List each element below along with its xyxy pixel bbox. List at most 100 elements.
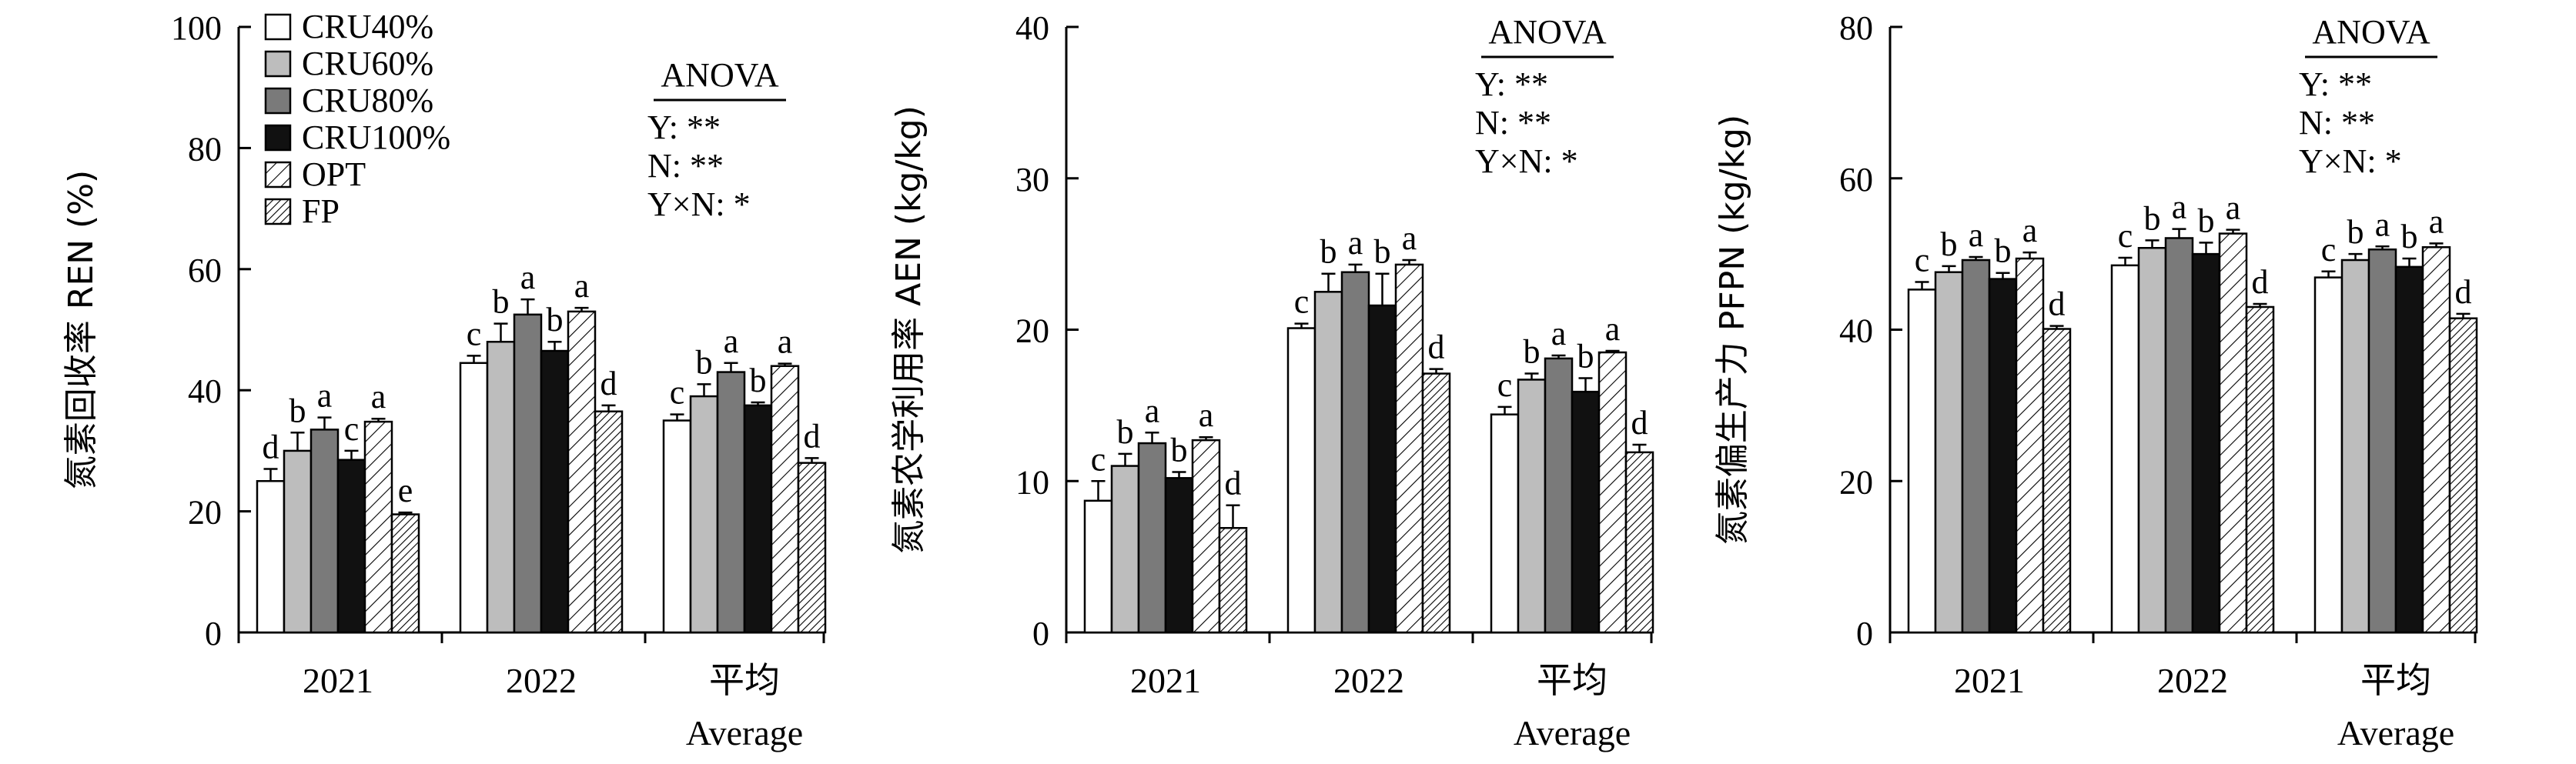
y-axis-label: 氮素农学利用率 AEN (kg/kg) [889,105,928,554]
bar [1367,304,1397,634]
bar [390,513,420,634]
anova-line: Y: ** [647,108,721,146]
bar [1110,465,1140,634]
legend-swatch [264,161,292,188]
significance-letter: a [1199,396,1214,434]
bar [2313,276,2343,634]
bar [256,480,286,634]
y-tick-label: 60 [188,252,222,289]
bar [1164,477,1194,634]
significance-letter: a [778,323,793,361]
significance-letter: c [670,374,685,412]
bar [2137,247,2167,634]
bar [2164,237,2194,634]
significance-letter: b [1941,225,1958,263]
bar [2340,259,2370,634]
y-tick-label: 80 [1839,9,1873,47]
x-tick-label: 2021 [1130,661,1201,700]
significance-letter: b [2198,202,2215,239]
significance-letter: c [344,410,360,448]
x-tick-sublabel: Average [2337,713,2454,752]
y-axis-label: 氮素回收率 REN (%) [62,170,101,489]
y-tick-label: 80 [188,130,222,168]
bar [1544,357,1574,634]
bar [2191,252,2221,634]
bar [1988,278,2018,634]
significance-letter: a [1969,216,1984,254]
significance-letter: a [724,322,739,360]
significance-letter: a [2375,205,2390,243]
y-tick-label: 0 [1856,615,1873,652]
bar [1907,289,1937,634]
anova-line: N: ** [2299,104,2375,142]
legend-swatch [264,198,292,225]
bar [1517,379,1547,634]
significance-letter: b [750,362,767,399]
bar [1313,291,1343,634]
y-tick-label: 100 [171,9,222,47]
legend-label: CRU80% [302,82,433,119]
bar [1394,263,1424,634]
bar [2015,257,2045,634]
significance-letter: d [263,429,279,466]
anova-line: Y: ** [1475,65,1548,103]
anova-line: Y×N: * [2299,142,2402,180]
bar [309,429,340,634]
x-tick-label: 2021 [1954,661,2025,700]
x-tick-label: 2022 [506,661,577,700]
significance-letter: c [1294,283,1310,321]
y-tick-label: 30 [1015,161,1049,199]
anova-line: Y×N: * [1475,142,1578,180]
legend-swatch [264,50,292,78]
bar [594,410,624,634]
significance-letter: e [398,472,413,509]
bar [1286,327,1316,634]
significance-letter: a [1348,224,1363,262]
y-tick-label: 60 [1839,161,1873,199]
significance-letter: a [371,378,386,415]
bar [2448,317,2478,634]
anova-line: N: ** [1475,104,1551,142]
significance-letter: b [1577,337,1594,375]
y-tick-label: 20 [188,494,222,532]
significance-letter: d [1225,465,1242,502]
bar [689,395,719,634]
bar [1340,271,1370,634]
y-tick-label: 20 [1015,312,1049,350]
significance-letter: d [1631,404,1648,442]
bar [1934,271,1964,634]
bar [1191,439,1221,634]
significance-letter: c [2321,231,2337,269]
bar [513,313,543,634]
significance-letter: a [1605,310,1621,348]
significance-letter: a [2226,189,2241,227]
bar [797,462,827,634]
significance-letter: b [2347,213,2364,251]
significance-letter: a [2022,212,2038,249]
bar [1421,372,1451,634]
bar [662,419,692,634]
anova-line: Y: ** [2299,65,2372,103]
significance-letter: a [1145,392,1160,429]
anova-title: ANOVA [1488,13,1606,51]
significance-letter: a [574,267,590,305]
significance-letter: d [2455,273,2472,311]
bar [459,362,489,634]
bar [1137,442,1167,634]
significance-letter: c [1497,366,1513,404]
significance-letter: b [1320,233,1337,271]
significance-letter: c [1091,440,1106,478]
x-tick-sublabel: Average [1514,713,1631,752]
bar [1083,499,1113,634]
bar [2245,305,2275,634]
bar [2110,264,2140,634]
significance-letter: a [1402,219,1417,257]
bar [283,449,313,634]
x-tick-label: 2022 [1333,661,1404,700]
legend-label: OPT [302,155,366,193]
bar [2218,232,2248,634]
